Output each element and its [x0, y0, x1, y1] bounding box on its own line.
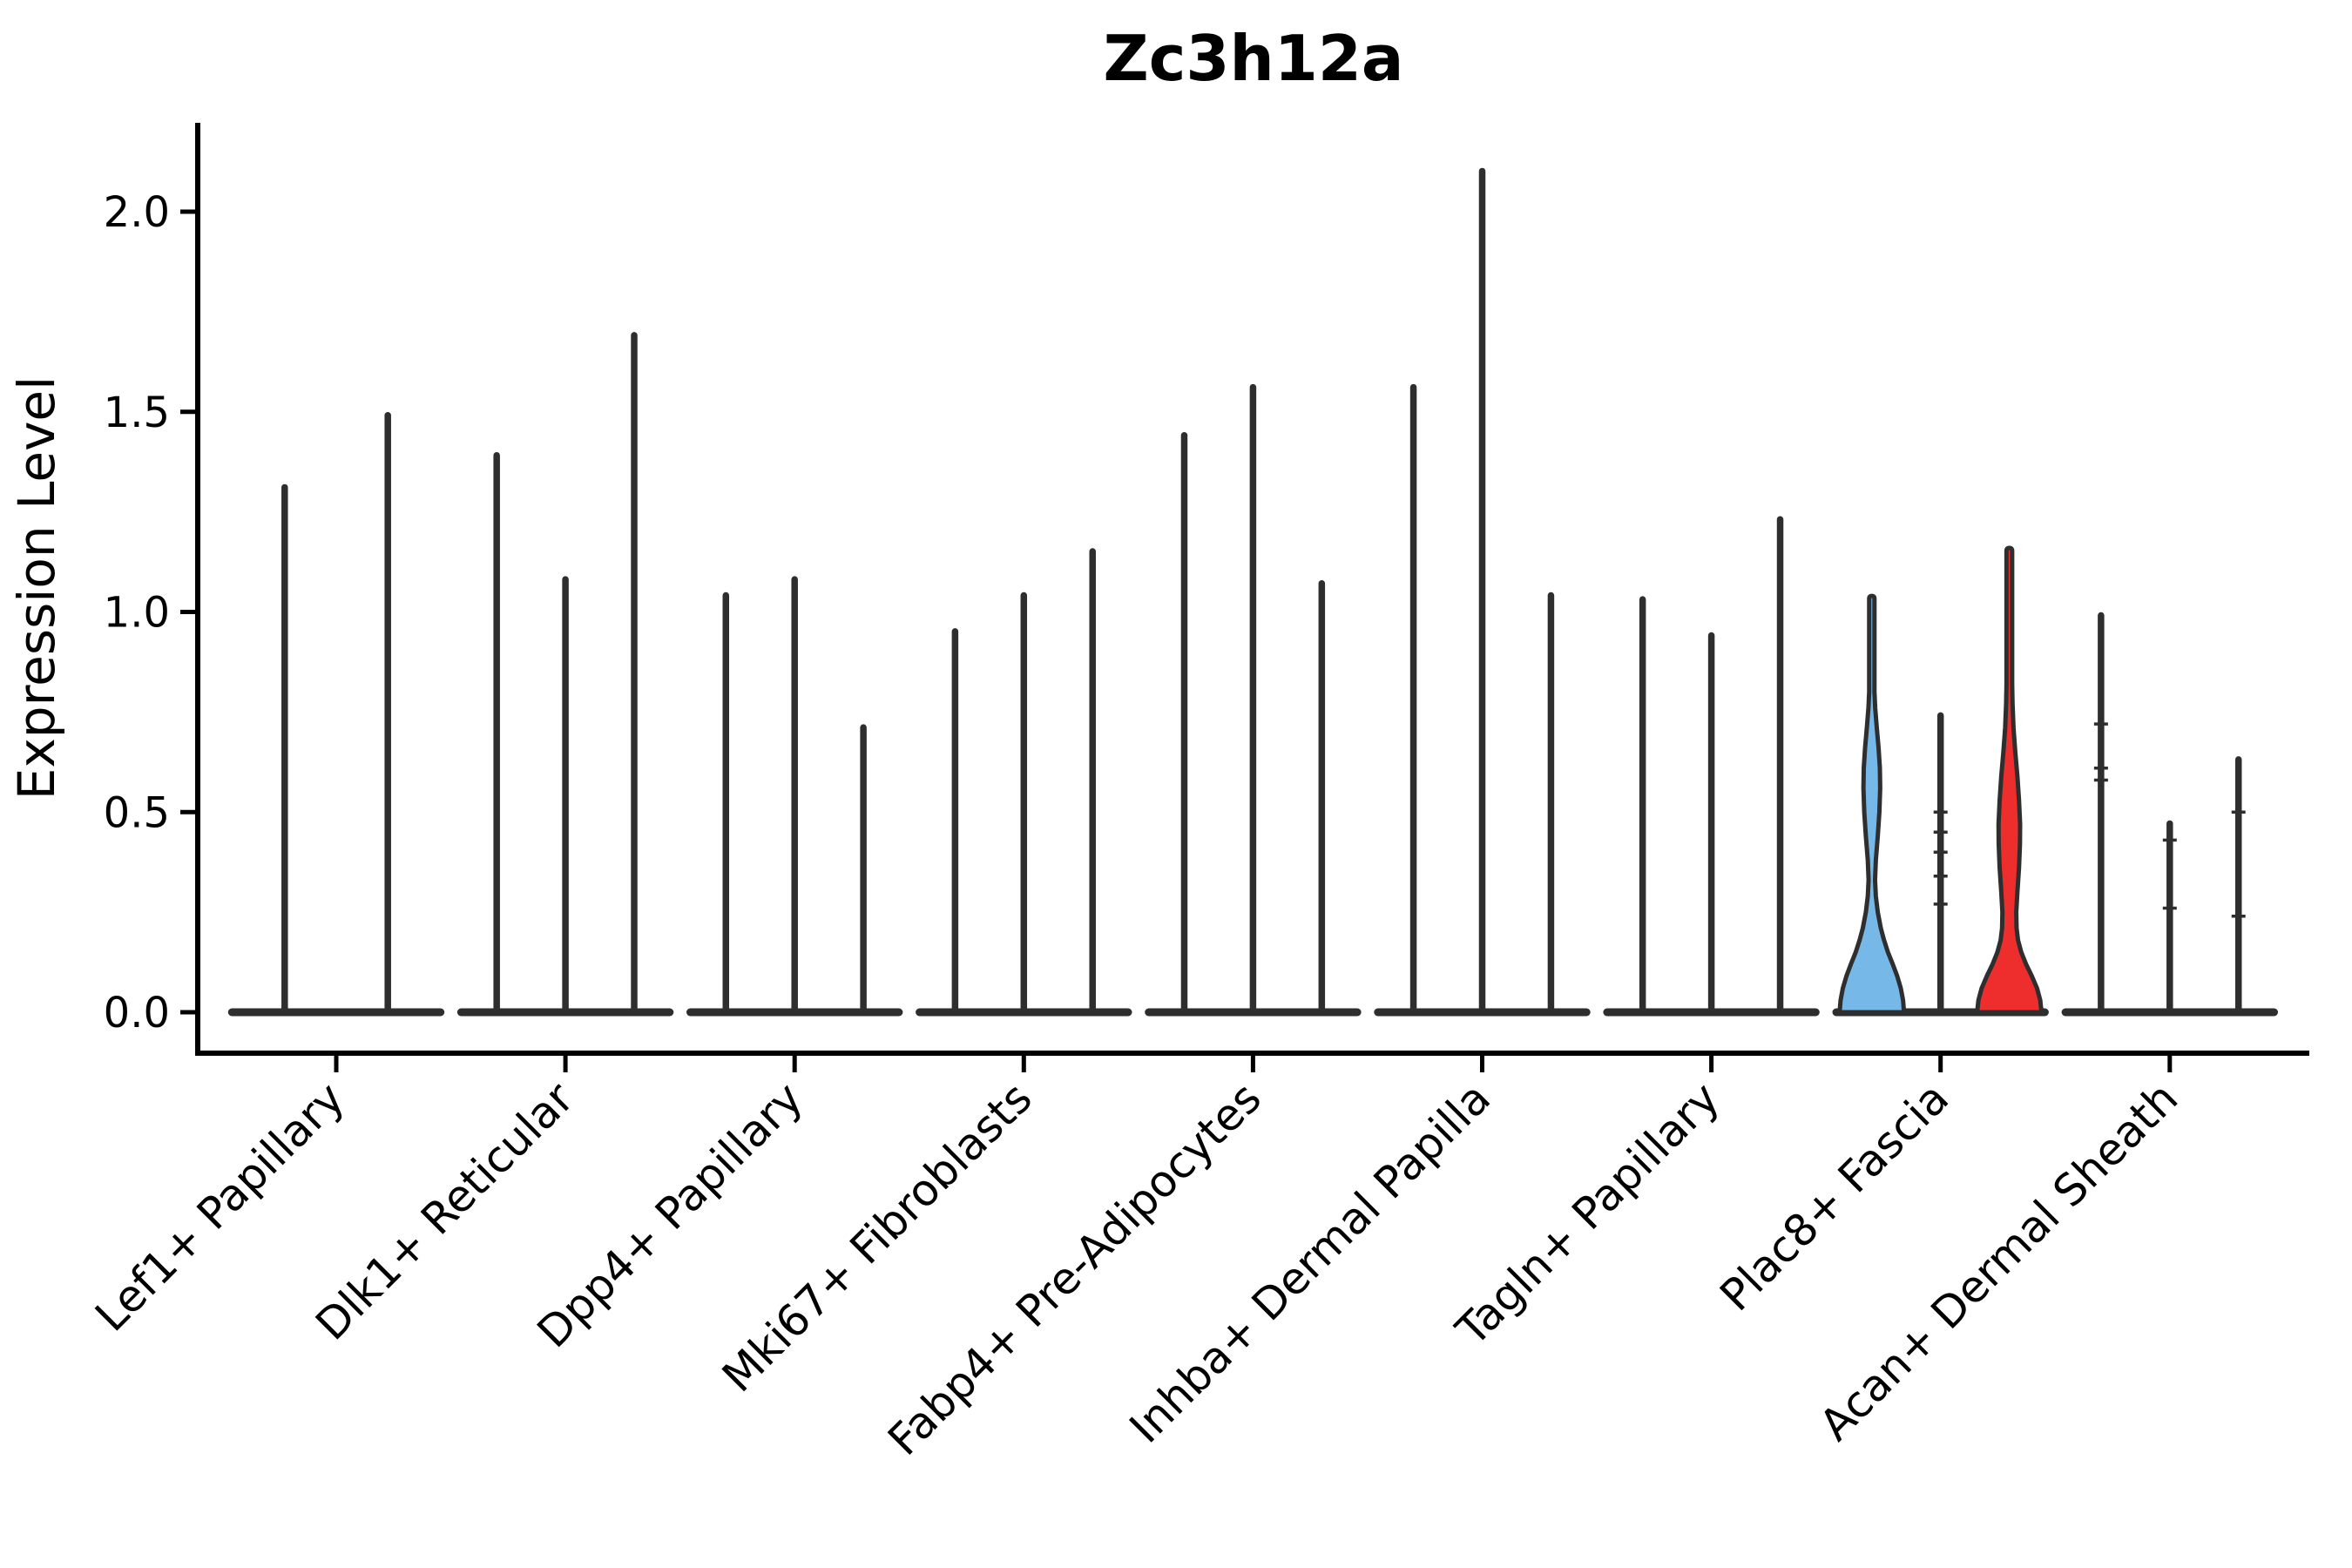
x-tick-label: Lef1+ Papillary: [85, 1072, 354, 1341]
y-tick-label: 0.0: [104, 989, 170, 1037]
y-tick-label: 0.5: [104, 788, 170, 837]
plot-layer: [227, 167, 2279, 1017]
x-tick-label: Plac8+ Fascia: [1710, 1072, 1958, 1321]
x-tick-label: Fabp4+ Pre-Adipocytes: [878, 1072, 1271, 1465]
violin-filled: [1975, 545, 2044, 1015]
y-axis-label: Expression Level: [7, 376, 66, 800]
y-tick-label: 1.5: [104, 389, 170, 437]
violin-filled: [1837, 593, 1907, 1015]
chart-title: Zc3h12a: [1103, 22, 1403, 95]
y-tick-label: 1.0: [104, 589, 170, 638]
y-tick-label: 2.0: [104, 188, 170, 237]
